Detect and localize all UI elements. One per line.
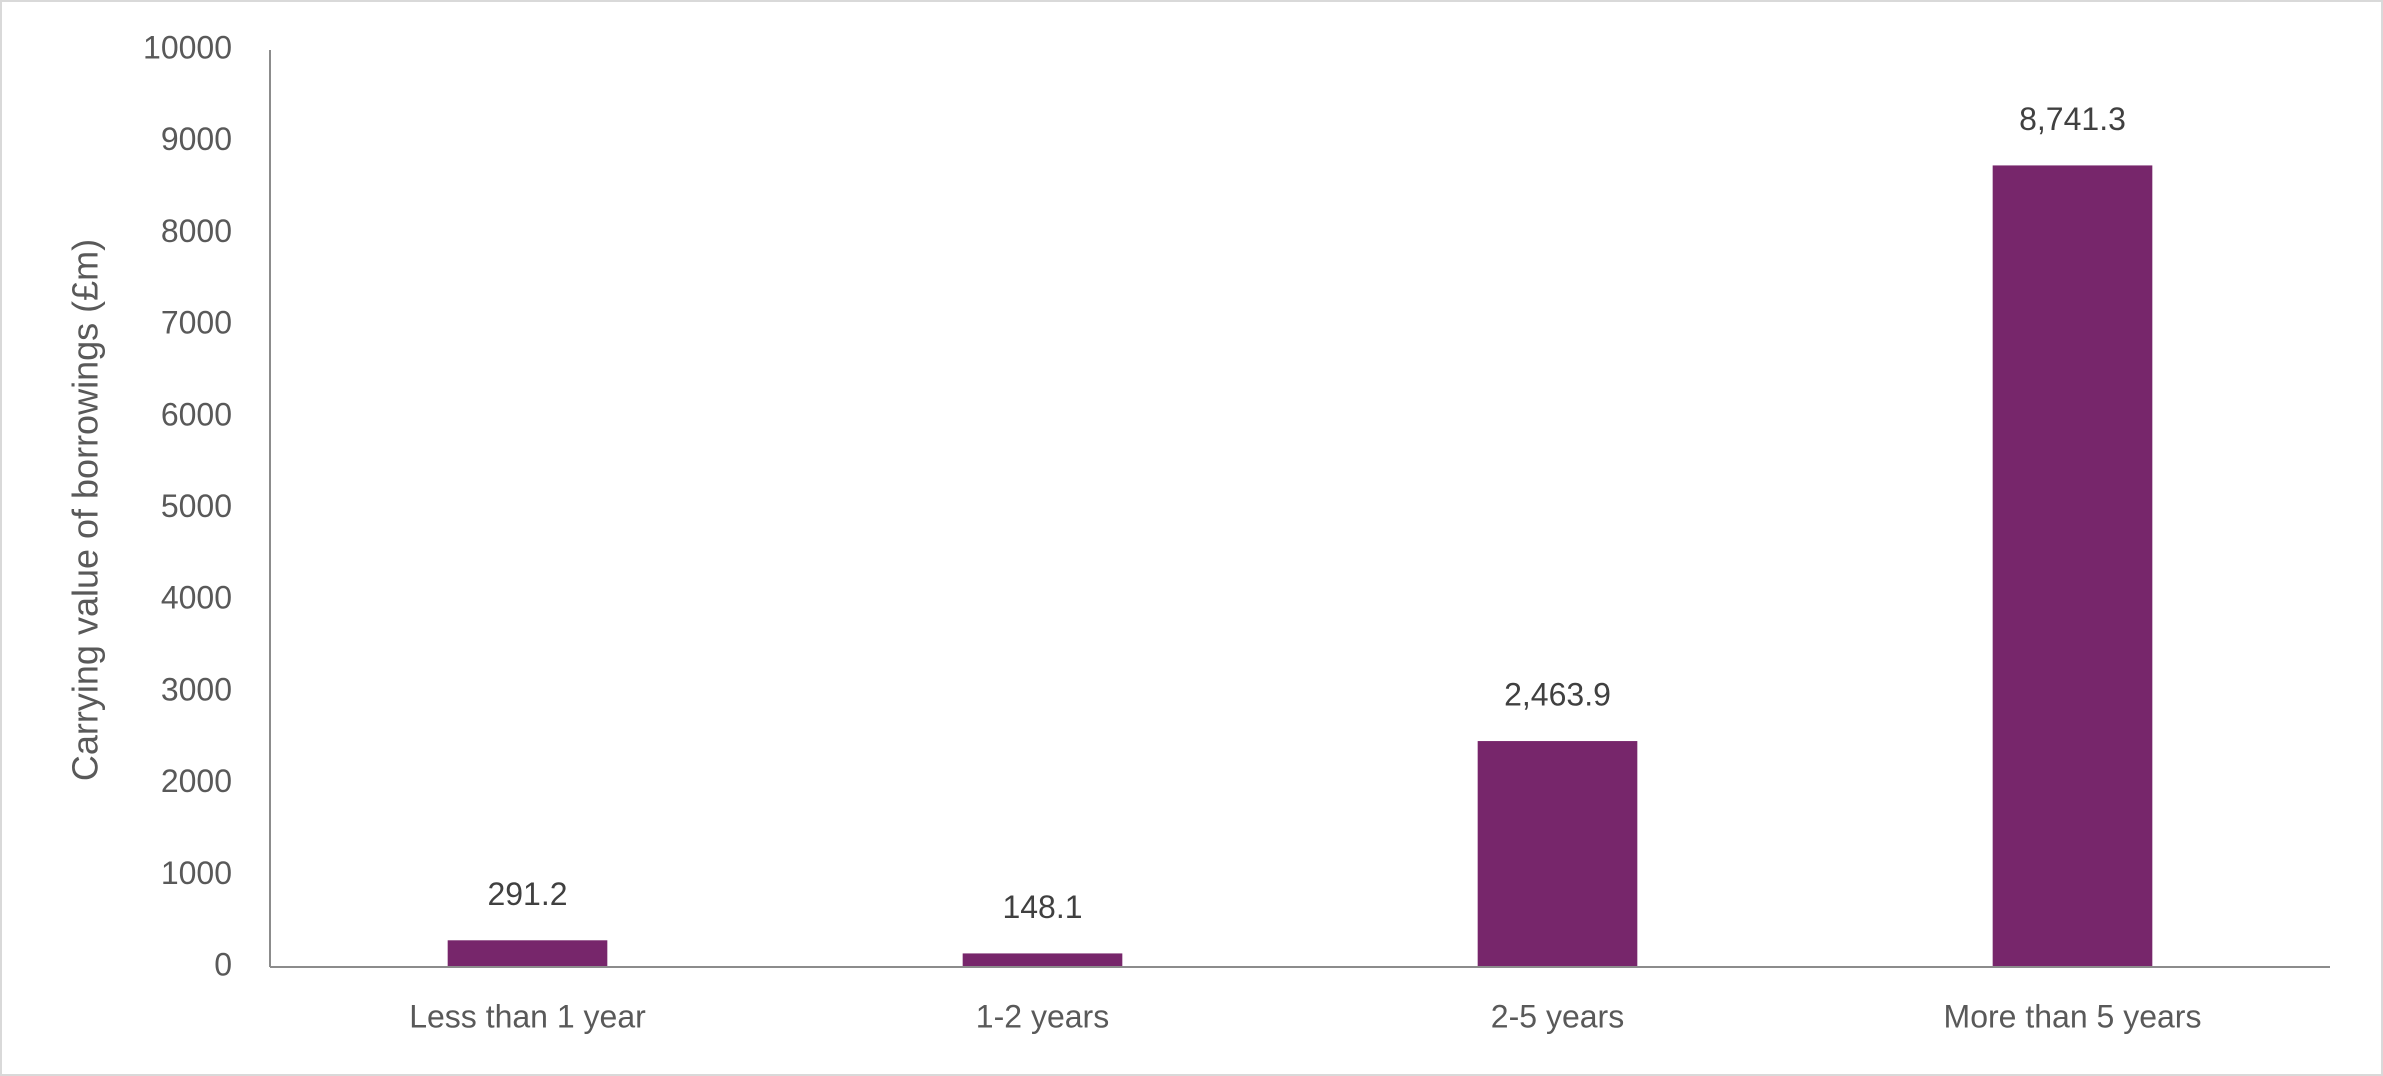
y-tick-label: 1000 — [161, 855, 232, 891]
data-label: 8,741.3 — [2019, 101, 2126, 137]
y-tick-label: 10000 — [143, 29, 232, 65]
x-tick-label: More than 5 years — [1944, 998, 2202, 1034]
bar — [962, 953, 1123, 967]
y-tick-label: 7000 — [161, 305, 232, 341]
x-tick-label: 2-5 years — [1491, 998, 1624, 1034]
x-tick-label: 1-2 years — [976, 998, 1109, 1034]
data-label: 148.1 — [1002, 889, 1082, 925]
y-tick-label: 0 — [214, 946, 232, 982]
y-tick-label: 6000 — [161, 396, 232, 432]
data-label: 2,463.9 — [1504, 677, 1611, 713]
y-tick-label: 2000 — [161, 763, 232, 799]
y-tick-label: 9000 — [161, 121, 232, 157]
y-axis-label: Carrying value of borrowings (£m) — [65, 239, 106, 781]
data-label: 291.2 — [487, 876, 567, 912]
x-tick-label: Less than 1 year — [409, 998, 646, 1034]
y-tick-label: 3000 — [161, 671, 232, 707]
y-tick-label: 8000 — [161, 213, 232, 249]
bar — [1992, 165, 2153, 967]
y-tick-label: 4000 — [161, 580, 232, 616]
bar — [447, 940, 608, 967]
y-tick-label: 5000 — [161, 488, 232, 524]
bar — [1477, 741, 1638, 967]
